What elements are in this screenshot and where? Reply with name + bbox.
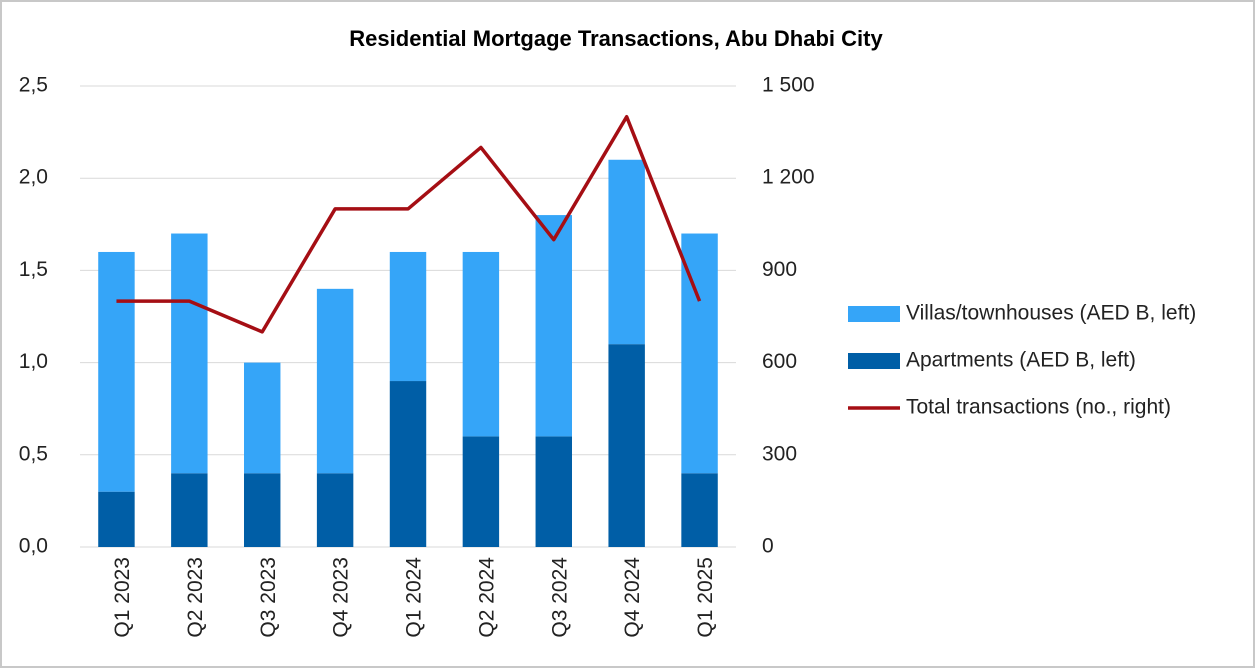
- bar: [608, 344, 645, 547]
- x-tick-label: Q1 2024: [403, 557, 426, 638]
- bar: [171, 473, 208, 547]
- bar: [535, 215, 572, 437]
- legend-swatch: [848, 353, 900, 369]
- y-tick-label: 0,5: [19, 442, 48, 465]
- bar: [244, 362, 281, 474]
- y-tick-label: 0,0: [19, 535, 48, 558]
- y-tick-label: 1,0: [19, 350, 48, 373]
- x-tick-label: Q1 2023: [111, 557, 134, 638]
- y-tick-label: 2,0: [19, 166, 48, 189]
- bar: [244, 473, 281, 547]
- bar: [171, 233, 208, 474]
- chart-title: Residential Mortgage Transactions, Abu D…: [349, 26, 883, 51]
- bar: [98, 491, 135, 547]
- x-tick-label: Q3 2024: [548, 557, 571, 638]
- x-tick-label: Q2 2024: [475, 557, 498, 638]
- x-tick-label: Q3 2023: [257, 557, 280, 638]
- legend-label: Villas/townhouses (AED B, left): [906, 302, 1196, 325]
- legend-swatch: [848, 306, 900, 322]
- legend-label: Total transactions (no., right): [906, 396, 1171, 419]
- bar: [681, 473, 718, 547]
- bar: [462, 251, 500, 437]
- bar: [389, 381, 427, 547]
- y-tick-label: 1,5: [19, 258, 48, 281]
- x-tick-label: Q2 2023: [184, 557, 207, 638]
- y2-tick-label: 0: [762, 535, 774, 558]
- y2-tick-label: 1 200: [762, 166, 815, 189]
- y2-tick-label: 900: [762, 258, 797, 281]
- y2-tick-label: 1 500: [762, 74, 815, 97]
- legend-label: Apartments (AED B, left): [906, 349, 1136, 372]
- x-tick-label: Q4 2024: [621, 557, 644, 638]
- y2-tick-label: 600: [762, 350, 797, 373]
- bar: [608, 159, 645, 345]
- bar: [316, 288, 354, 474]
- bar: [98, 251, 135, 492]
- bar: [462, 436, 500, 547]
- line-series: [116, 114, 702, 334]
- bar: [535, 436, 572, 547]
- bar: [316, 473, 354, 547]
- y2-tick-label: 300: [762, 442, 797, 465]
- x-tick-label: Q4 2023: [330, 557, 353, 638]
- y-tick-label: 2,5: [19, 74, 48, 97]
- x-tick-label: Q1 2025: [694, 557, 717, 638]
- bar: [389, 251, 427, 382]
